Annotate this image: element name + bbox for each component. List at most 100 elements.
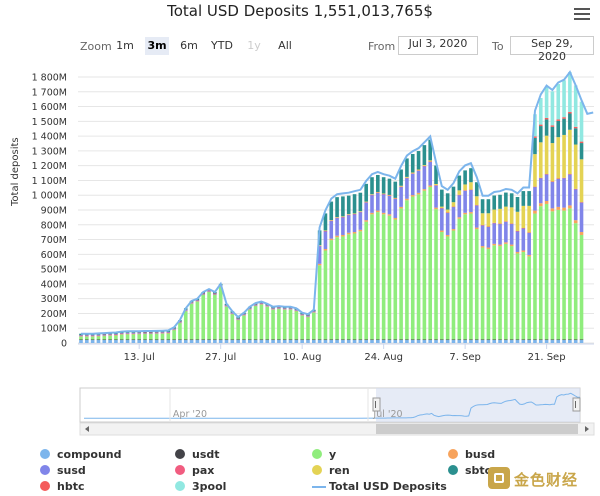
range-to-input[interactable]: Sep 29, 2020 <box>510 36 594 63</box>
stacked-bar <box>306 314 310 343</box>
bar-segment-pax <box>504 221 508 222</box>
bar-segment-sbtc <box>474 182 479 197</box>
legend-symbol-busd <box>448 449 458 459</box>
zoom-button-ytd[interactable]: YTD <box>211 39 233 52</box>
y-tick-label: 1 200M <box>32 161 67 172</box>
bar-segment-ren <box>364 201 368 203</box>
bar-segment-susd <box>166 332 171 333</box>
bar-segment-susd <box>469 189 473 213</box>
bar-segment-ren <box>463 184 467 191</box>
y-tick-label: 900M <box>41 206 67 217</box>
bar-segment-usdt <box>277 339 281 341</box>
bar-segment-y <box>102 335 107 340</box>
bar-segment-y <box>428 186 432 340</box>
bar-segment-busd <box>90 336 95 337</box>
bar-segment-pax <box>498 223 502 225</box>
stacked-bar <box>183 308 188 343</box>
bar-segment-ren <box>579 159 584 203</box>
bar-segment-pax <box>288 308 293 309</box>
bar-segment-busd <box>207 291 211 293</box>
bar-segment-pax <box>341 216 345 218</box>
bar-segment-compound <box>562 340 566 343</box>
bar-segment-compound <box>515 340 520 343</box>
bar-segment-busd <box>550 208 555 212</box>
navigator-handle-right[interactable] <box>572 397 581 412</box>
bar-segment-susd <box>253 304 258 306</box>
bar-segment-sbtc <box>521 191 526 206</box>
navigator-handle-left[interactable] <box>372 397 381 412</box>
bar-segment-y <box>277 308 281 340</box>
bar-segment-sbtc <box>376 174 380 192</box>
bar-segment-compound <box>143 340 147 343</box>
bar-segment-busd <box>131 333 136 335</box>
navigator-series-line <box>84 392 581 419</box>
y-tick-label: 1 100M <box>32 176 67 187</box>
stacked-bar <box>178 320 182 343</box>
bar-segment-ren <box>399 185 403 187</box>
bar-segment-y <box>492 245 497 340</box>
stacked-bar <box>550 91 555 343</box>
zoom-button-3m[interactable]: 3m <box>145 37 169 55</box>
scrollbar-thumb[interactable] <box>376 424 578 434</box>
bar-segment-usdt <box>265 339 270 341</box>
stacked-bar <box>399 169 403 343</box>
bar-segment-usdt <box>445 339 450 341</box>
y-tick-label: 800M <box>41 220 67 231</box>
bar-segment-y <box>189 303 194 340</box>
bar-segment-compound <box>277 340 281 343</box>
bar-segment-busd <box>521 250 526 252</box>
bar-segment-sbtc <box>445 193 450 210</box>
legend-symbol-pax <box>175 465 185 475</box>
bar-segment-sbtc <box>568 113 572 130</box>
bar-segment-pax <box>428 161 432 163</box>
bar-segment-y <box>201 294 206 340</box>
bar-segment-susd <box>85 335 89 337</box>
bar-segment-susd <box>102 334 107 336</box>
bar-segment-y <box>253 305 258 340</box>
bar-segment-y <box>195 301 200 340</box>
range-from-input[interactable]: Jul 3, 2020 <box>398 36 478 55</box>
bar-segment-busd <box>224 306 229 307</box>
bar-segment-compound <box>178 340 182 343</box>
bar-segment-ren <box>352 213 357 214</box>
zoom-button-all[interactable]: All <box>278 39 292 52</box>
bar-segment-compound <box>224 340 229 343</box>
navigator[interactable]: Apr '20 Jul '20 <box>79 387 595 436</box>
zoom-button-6m[interactable]: 6m <box>180 39 198 52</box>
bar-segment-susd <box>271 308 275 310</box>
bar-segment-ren <box>422 165 427 166</box>
scrollbar-left-arrow-icon[interactable] <box>85 426 89 432</box>
bar-segment-compound <box>573 340 578 343</box>
bar-segment-sbtc <box>550 126 555 144</box>
bar-segment-busd <box>492 243 497 246</box>
bar-segment-susd <box>533 186 537 211</box>
bar-segment-sbtc <box>440 189 444 207</box>
bar-segment-y <box>533 213 537 340</box>
bar-segment-pax <box>230 312 235 314</box>
bar-segment-compound <box>346 340 351 343</box>
bar-segment-ren <box>410 172 415 174</box>
bar-segment-usdt <box>504 339 508 341</box>
hamburger-menu-icon[interactable] <box>574 8 590 22</box>
zoom-button-1m[interactable]: 1m <box>116 39 134 52</box>
bar-segment-y <box>224 306 229 340</box>
bar-segment-susd <box>114 334 118 336</box>
stacked-bar <box>247 306 252 343</box>
bar-segment-y <box>207 291 211 340</box>
bar-segment-busd <box>114 335 118 336</box>
bar-segment-susd <box>358 212 363 230</box>
bar-segment-pax <box>335 217 339 219</box>
stacked-bar <box>236 317 240 343</box>
bar-segment-susd <box>492 223 497 244</box>
bar-segment-y <box>544 203 549 340</box>
bar-segment-y <box>527 256 531 340</box>
stacked-bar <box>90 333 95 343</box>
stacked-bar <box>253 303 258 343</box>
bar-segment-y <box>538 206 543 340</box>
legend-label: ren <box>329 464 350 477</box>
zoom-button-1y[interactable]: 1y <box>247 39 261 52</box>
bar-segment-compound <box>317 340 322 343</box>
bar-segment-y <box>422 190 427 340</box>
bar-segment-ren <box>486 213 491 227</box>
scrollbar-right-arrow-icon[interactable] <box>585 426 589 432</box>
